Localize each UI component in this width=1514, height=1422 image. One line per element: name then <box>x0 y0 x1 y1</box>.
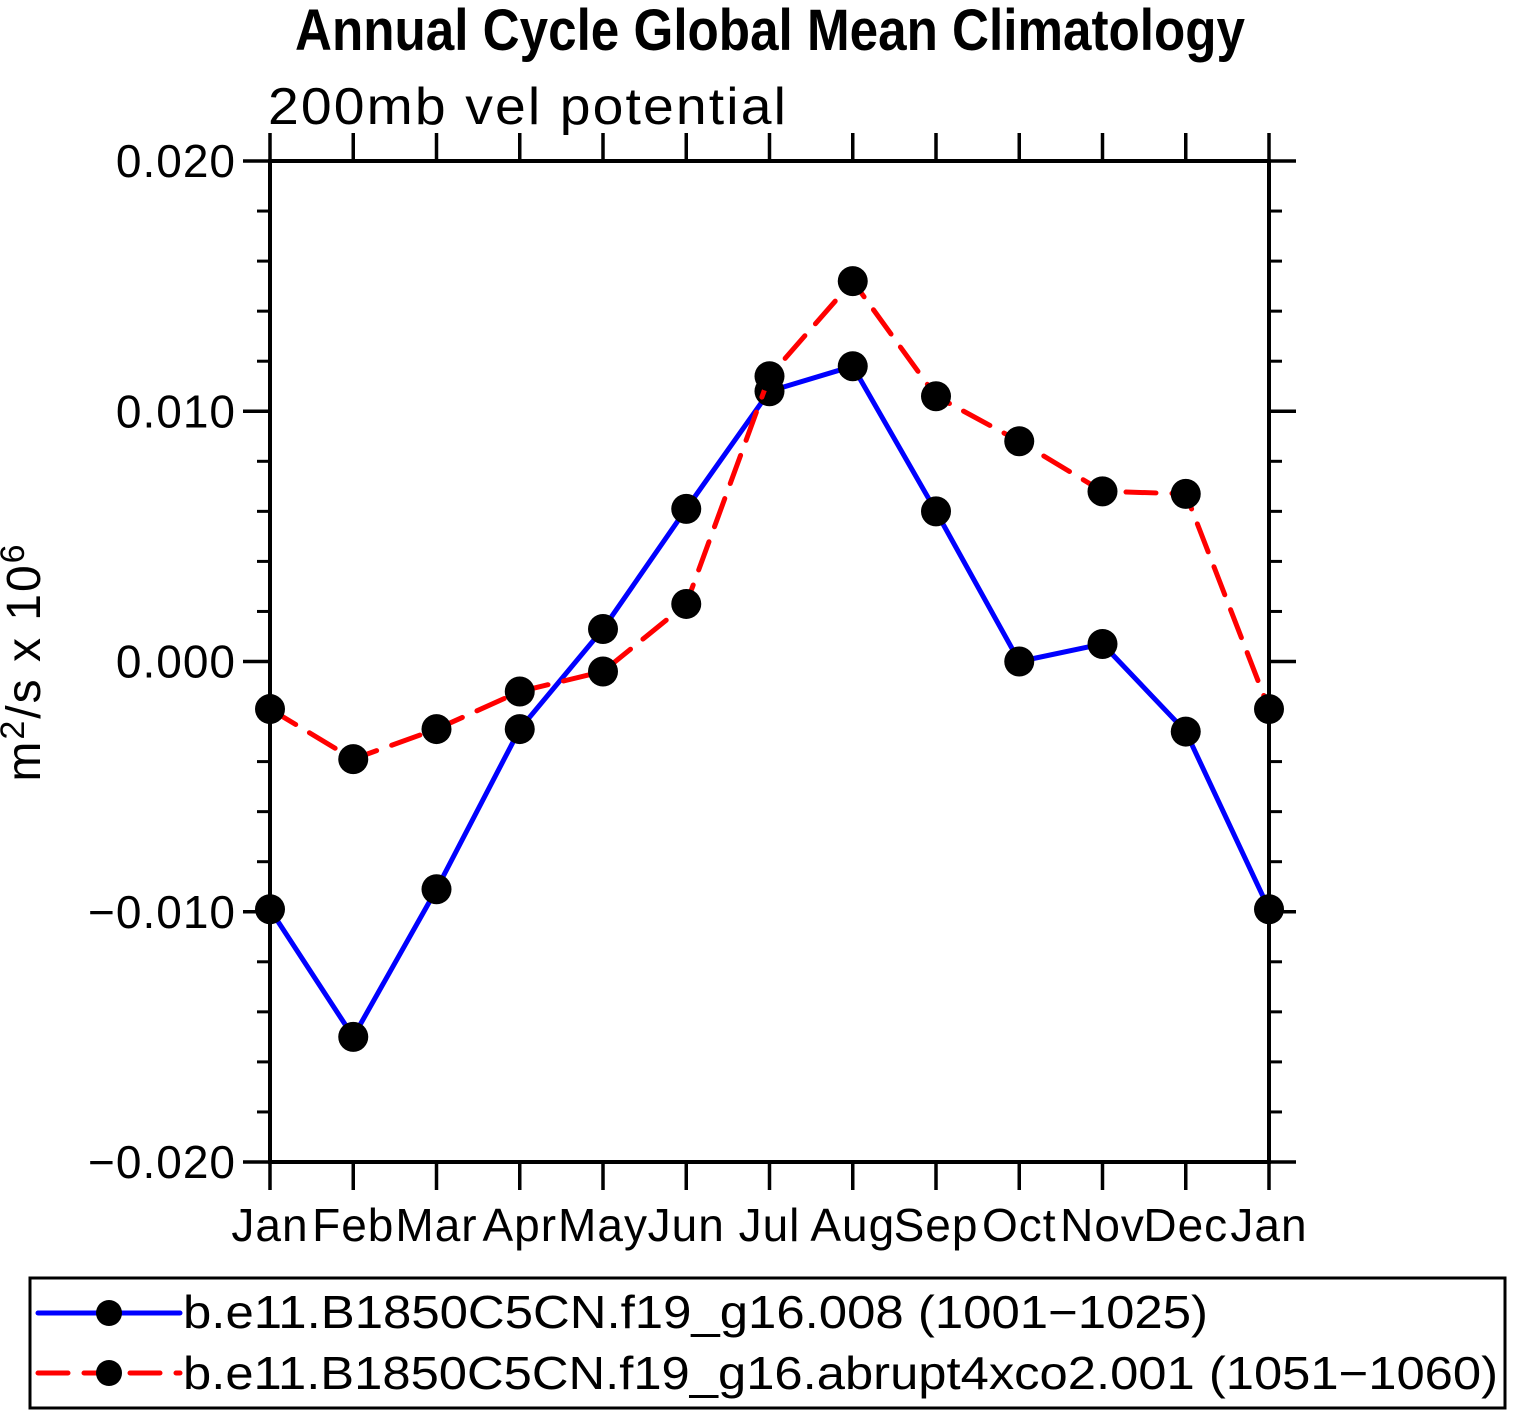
data-point-marker <box>837 351 868 382</box>
data-point-marker <box>921 496 951 527</box>
series-line <box>267 363 1272 1040</box>
chart-title: Annual Cycle Global Mean Climatology <box>295 0 1245 63</box>
y-tick-label: 0.010 <box>116 385 236 437</box>
data-point-marker <box>671 588 702 619</box>
data-point-marker <box>421 874 452 905</box>
data-point-marker <box>671 493 702 524</box>
data-point-marker <box>921 381 951 412</box>
data-point-marker <box>1004 646 1035 677</box>
y-tick-label: 0.020 <box>116 135 236 187</box>
legend-sample-marker <box>96 1300 122 1326</box>
x-tick-label: May <box>558 1199 648 1251</box>
data-point-marker <box>837 266 868 297</box>
data-point-marker <box>1087 476 1118 507</box>
data-point-marker <box>754 361 785 392</box>
x-tick-label: Jul <box>739 1199 801 1251</box>
data-point-marker <box>504 676 535 707</box>
data-point-marker <box>1087 628 1118 659</box>
chart-subtitle: 200mb vel potential <box>268 78 788 136</box>
x-tick-label: Sep <box>894 1199 979 1251</box>
x-tick-label: Apr <box>482 1199 557 1251</box>
series-line <box>267 278 1272 762</box>
data-point-marker <box>1254 894 1284 925</box>
data-point-marker <box>1254 694 1284 725</box>
y-axis-label: m2/s x 106 <box>0 542 51 781</box>
x-tick-label: Jan <box>1230 1199 1307 1251</box>
data-point-marker <box>1170 478 1201 509</box>
data-point-marker <box>588 613 618 644</box>
x-tick-label: Jun <box>648 1199 725 1251</box>
x-tick-label: Nov <box>1060 1199 1145 1251</box>
y-axis-ticks: 0.020 0.010 0.000 −0.010 −0.020 <box>88 135 1296 1188</box>
data-point-marker <box>1004 426 1035 457</box>
legend-samples <box>35 1300 183 1386</box>
legend-box <box>28 1276 1507 1410</box>
x-tick-label: Aug <box>810 1199 895 1251</box>
y-tick-label: 0.000 <box>116 636 236 688</box>
data-point-marker <box>255 894 285 925</box>
legend-label-series-2: b.e11.B1850C5CN.f19_g16.abrupt4xco2.001 … <box>183 1347 1498 1399</box>
data-point-marker <box>504 714 535 745</box>
data-point-marker <box>338 744 369 775</box>
x-tick-label: Oct <box>982 1199 1057 1251</box>
data-point-marker <box>1170 716 1201 747</box>
legend-label-series-1: b.e11.B1850C5CN.f19_g16.008 (1001−1025) <box>183 1286 1208 1338</box>
legend: b.e11.B1850C5CN.f19_g16.008 (1001−1025) … <box>28 1276 1507 1410</box>
x-tick-label: Mar <box>395 1199 477 1251</box>
data-point-marker <box>255 694 285 725</box>
x-tick-label: Feb <box>312 1199 394 1251</box>
y-tick-label: −0.010 <box>88 886 236 938</box>
data-point-marker <box>338 1021 369 1052</box>
x-tick-label: Dec <box>1143 1199 1228 1251</box>
legend-sample-marker <box>96 1360 122 1386</box>
data-point-marker <box>588 656 618 687</box>
x-tick-label: Jan <box>231 1199 308 1251</box>
data-series <box>255 266 1284 1052</box>
data-point-marker <box>421 714 452 745</box>
y-tick-label: −0.020 <box>88 1136 236 1188</box>
